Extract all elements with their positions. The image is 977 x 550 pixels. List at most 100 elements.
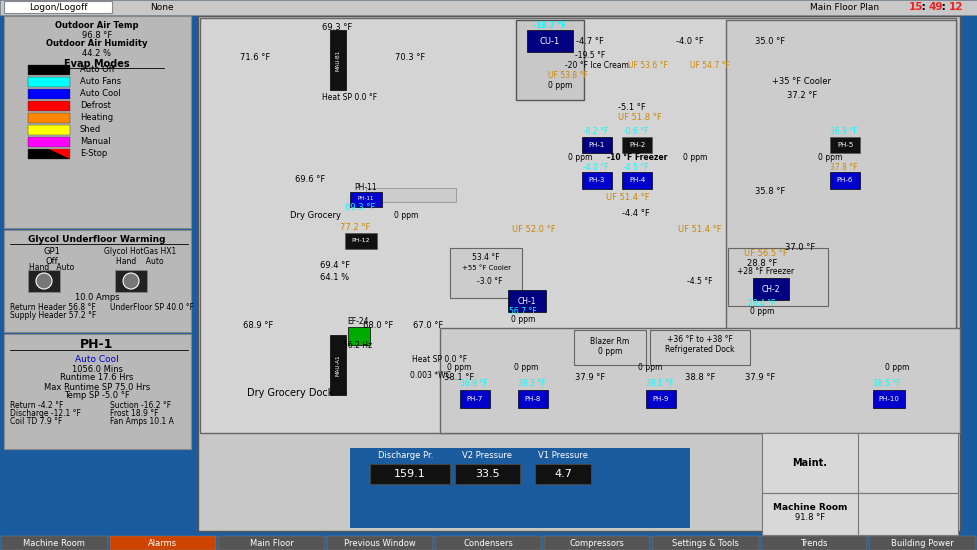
Text: 28.8 °F: 28.8 °F	[746, 258, 777, 267]
Text: UF 51.4 °F: UF 51.4 °F	[606, 192, 650, 201]
Bar	[366, 188, 456, 202]
Text: PH-12: PH-12	[352, 239, 370, 244]
Bar	[115, 270, 147, 292]
Bar	[830, 137, 860, 153]
Bar	[435, 536, 542, 550]
Text: 49: 49	[929, 3, 943, 13]
Bar	[762, 433, 958, 493]
Text: Auto Cool: Auto Cool	[80, 90, 120, 98]
Text: -8.2 °F: -8.2 °F	[583, 128, 609, 136]
Text: 70.3 °F: 70.3 °F	[395, 52, 425, 62]
Text: -5.1 °F: -5.1 °F	[618, 103, 646, 113]
Text: Auto Cool: Auto Cool	[75, 355, 119, 364]
Bar	[726, 20, 956, 330]
Text: PH-1: PH-1	[589, 142, 605, 148]
Text: 37.8 °F: 37.8 °F	[830, 162, 858, 172]
Bar	[535, 464, 591, 484]
Text: 15: 15	[909, 3, 923, 13]
Text: 35.8 °F: 35.8 °F	[755, 188, 786, 196]
Text: PH-5: PH-5	[837, 142, 853, 148]
Text: Hand    Auto: Hand Auto	[116, 256, 164, 266]
Text: Machine Room: Machine Room	[23, 538, 85, 547]
Text: +35 °F Cooler: +35 °F Cooler	[773, 78, 831, 86]
Text: 67.0 °F: 67.0 °F	[413, 321, 444, 329]
Text: Alarms: Alarms	[149, 538, 178, 547]
Text: Maint.: Maint.	[792, 458, 828, 468]
Text: MAU-B1: MAU-B1	[335, 50, 341, 70]
Text: 64.1 %: 64.1 %	[320, 273, 350, 283]
Text: 38.1 °F: 38.1 °F	[444, 373, 474, 382]
Text: 38.5 °F: 38.5 °F	[873, 378, 901, 388]
Text: PH-9: PH-9	[653, 396, 669, 402]
Text: Previous Window: Previous Window	[344, 538, 416, 547]
Text: -19.7 °F: -19.7 °F	[533, 20, 567, 30]
Text: 0 ppm: 0 ppm	[885, 364, 910, 372]
Text: 37.0 °F: 37.0 °F	[785, 244, 815, 252]
Text: Main Floor: Main Floor	[249, 538, 293, 547]
Bar	[350, 192, 382, 207]
Text: Shed: Shed	[80, 125, 102, 135]
Bar	[28, 101, 70, 111]
Text: 77.2 °F: 77.2 °F	[340, 223, 370, 233]
Text: Building Power: Building Power	[891, 538, 955, 547]
Text: PH-11: PH-11	[355, 184, 377, 192]
Bar	[28, 77, 70, 87]
Text: Discharge Pr.: Discharge Pr.	[378, 452, 434, 460]
Bar	[582, 172, 612, 189]
Text: -4.0 °F: -4.0 °F	[676, 37, 703, 47]
Text: Return -4.2 °F: Return -4.2 °F	[10, 400, 64, 410]
Text: UF 53.8 °F: UF 53.8 °F	[548, 72, 588, 80]
Text: 0 ppm: 0 ppm	[818, 152, 842, 162]
Text: Blazer Rm: Blazer Rm	[590, 337, 629, 345]
Text: Max Runtime SP 75.0 Hrs: Max Runtime SP 75.0 Hrs	[44, 382, 150, 392]
Bar	[873, 390, 905, 408]
Bar	[622, 137, 652, 153]
Text: UF 53.6 °F: UF 53.6 °F	[628, 60, 668, 69]
Text: PH-8: PH-8	[525, 396, 541, 402]
Text: 37.9 °F: 37.9 °F	[574, 373, 605, 382]
Text: Dry Grocery: Dry Grocery	[290, 211, 341, 219]
Bar	[218, 536, 324, 550]
Text: PH-10: PH-10	[878, 396, 900, 402]
Text: 69.6 °F: 69.6 °F	[295, 175, 325, 184]
Text: 36.9 °F: 36.9 °F	[460, 378, 488, 388]
Bar	[450, 248, 522, 298]
Bar	[830, 172, 860, 189]
Text: Hand   Auto: Hand Auto	[29, 263, 74, 272]
Text: -10 °F Freezer: -10 °F Freezer	[607, 152, 667, 162]
Text: -4.5 °F: -4.5 °F	[687, 278, 713, 287]
Bar	[460, 390, 490, 408]
Bar	[455, 464, 520, 484]
Text: MAU-A1: MAU-A1	[335, 354, 341, 376]
Bar	[527, 30, 573, 52]
Circle shape	[36, 273, 52, 289]
Text: Manual: Manual	[80, 138, 110, 146]
Bar	[4, 1, 112, 13]
Text: UF 56.5 °F: UF 56.5 °F	[744, 250, 787, 258]
Bar	[28, 65, 70, 75]
Text: PH-7: PH-7	[467, 396, 484, 402]
Text: 69.3 °F: 69.3 °F	[345, 204, 375, 212]
Text: 0 ppm: 0 ppm	[638, 364, 662, 372]
Text: Outdoor Air Temp: Outdoor Air Temp	[56, 21, 139, 30]
Bar	[326, 536, 433, 550]
Text: 56.7 °F: 56.7 °F	[509, 307, 536, 316]
Text: UF 51.4 °F: UF 51.4 °F	[678, 226, 722, 234]
Text: CU-1: CU-1	[540, 36, 560, 46]
Text: E-Stop: E-Stop	[80, 150, 107, 158]
Text: None: None	[150, 3, 174, 12]
Text: PH-1: PH-1	[80, 338, 113, 350]
Text: Logon/Logoff: Logon/Logoff	[28, 3, 87, 12]
Text: 38.8 °F: 38.8 °F	[685, 373, 715, 382]
Text: 68.9 °F: 68.9 °F	[243, 321, 274, 329]
Text: UnderFloor SP 40.0 °F: UnderFloor SP 40.0 °F	[110, 302, 194, 311]
Bar	[28, 149, 70, 159]
Bar	[650, 330, 750, 365]
Bar	[0, 0, 977, 15]
Bar	[345, 233, 377, 249]
Text: PH-4: PH-4	[629, 177, 645, 183]
Text: +28 °F Freezer: +28 °F Freezer	[738, 267, 794, 277]
Bar	[574, 330, 646, 365]
Text: 33.5: 33.5	[475, 469, 499, 479]
Bar	[728, 248, 828, 306]
